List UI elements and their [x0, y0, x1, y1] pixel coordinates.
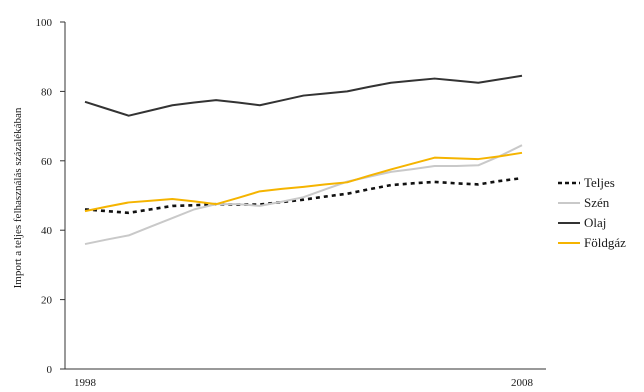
y-tick-label: 80 — [41, 86, 53, 98]
x-tick-label: 1998 — [74, 377, 97, 389]
legend: Teljes Szén Olaj Földgáz — [558, 175, 626, 250]
series-line-olaj — [84, 74, 523, 117]
y-tick-label: 60 — [41, 156, 53, 168]
legend-label: Földgáz — [584, 235, 626, 250]
legend-label: Olaj — [584, 215, 606, 230]
x-axis-ticks: 1998 2008 — [74, 377, 534, 389]
y-tick-label: 100 — [36, 17, 53, 29]
legend-label: Teljes — [584, 175, 615, 190]
y-tick-label: 20 — [41, 295, 53, 307]
y-tick-label: 0 — [47, 364, 53, 376]
y-tick-label: 40 — [41, 225, 53, 237]
legend-label: Szén — [584, 195, 610, 210]
y-axis-ticks: 0 20 40 60 80 100 — [36, 17, 65, 376]
x-tick-label: 2008 — [511, 377, 534, 389]
series-layer — [84, 74, 523, 246]
y-axis-title: Import a teljes felhasználás százalékába… — [12, 107, 24, 288]
series-line-szén — [84, 144, 523, 246]
series-line-teljes — [84, 176, 523, 215]
series-line-földgáz — [84, 151, 523, 213]
